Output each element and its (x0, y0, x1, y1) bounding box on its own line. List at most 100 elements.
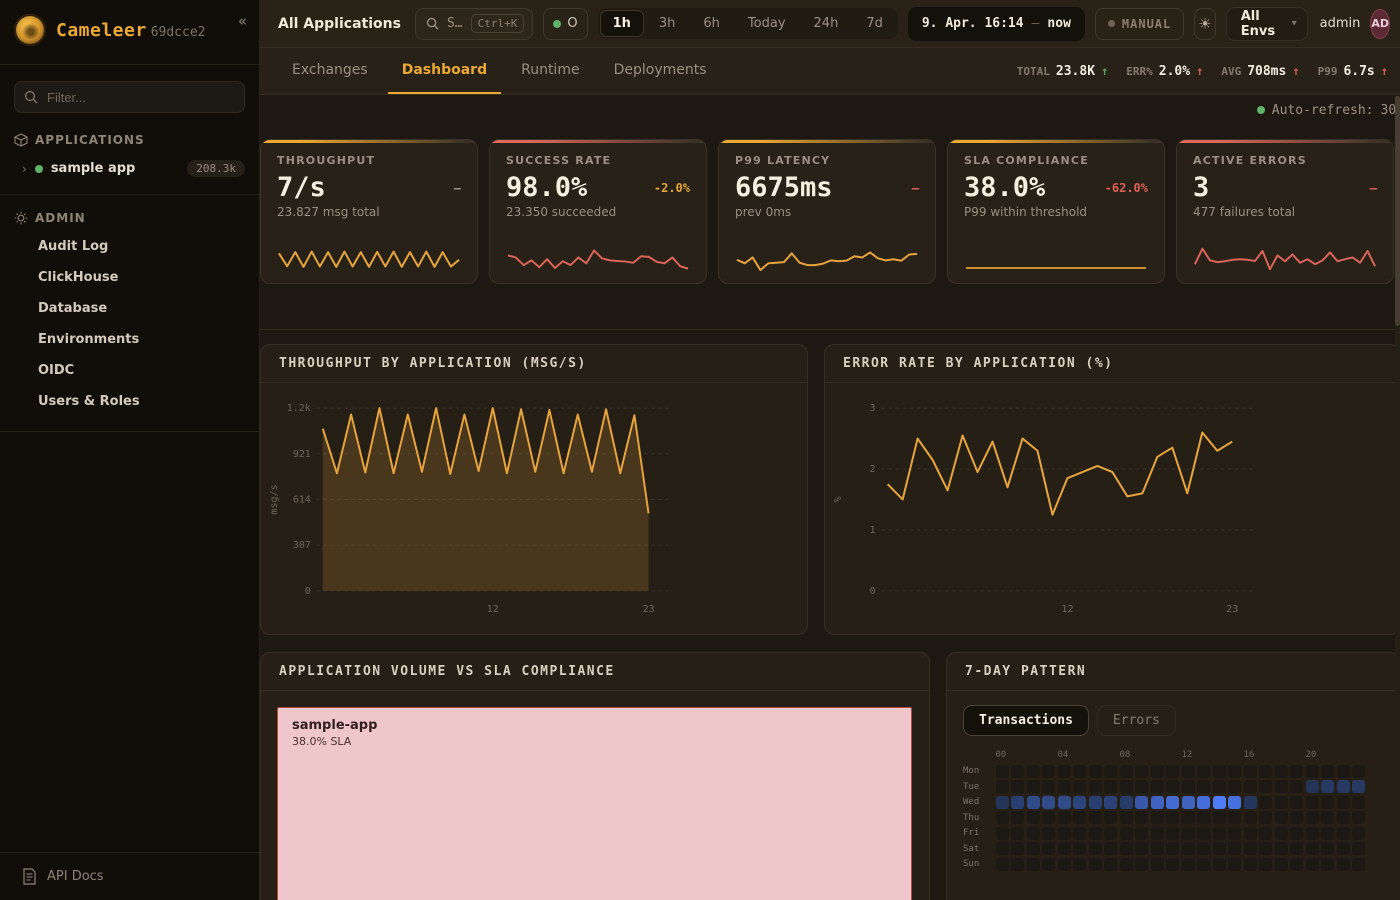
time-range-today[interactable]: Today (747, 16, 786, 31)
heatmap-cell (1181, 842, 1195, 855)
heatmap-cell (1228, 842, 1241, 855)
heatmap-cell (1166, 780, 1179, 793)
applications-section-header: APPLICATIONS (0, 121, 259, 153)
environment-select[interactable]: All Envs ▾ (1225, 6, 1308, 41)
filter-input[interactable] (14, 81, 245, 113)
time-range-7d[interactable]: 7d (866, 16, 883, 31)
pattern-tab-transactions[interactable]: Transactions (963, 705, 1089, 736)
heatmap-cell (1073, 795, 1086, 809)
scrollbar-thumb[interactable] (1395, 96, 1400, 326)
heatmap-cell (1290, 780, 1303, 793)
sidebar-item-api-docs[interactable]: API Docs (0, 852, 259, 900)
heatmap-cell (1042, 795, 1055, 809)
svg-text:614: 614 (293, 494, 311, 505)
treemap-tile-sublabel: 38.0% SLA (292, 735, 352, 748)
sidebar-item-audit-log[interactable]: Audit Log (38, 239, 109, 254)
heatmap-hour-label (1011, 750, 1024, 762)
global-search-button[interactable]: S… Ctrl+K (414, 7, 534, 40)
time-range-24h[interactable]: 24h (813, 16, 839, 31)
time-range-6h[interactable]: 6h (703, 16, 720, 31)
heatmap-cell (995, 826, 1009, 840)
kpi-value: 38.0% (964, 172, 1046, 203)
heatmap-cell (1166, 795, 1179, 809)
sparkline (506, 237, 690, 275)
heatmap-hour-label (1213, 750, 1226, 762)
heatmap-cell (1212, 780, 1226, 793)
tab-exchanges[interactable]: Exchanges (292, 62, 368, 78)
avatar[interactable]: AD (1370, 8, 1390, 39)
cameleer-logo-icon (14, 14, 46, 46)
kpi-card-p99-latency: P99 LATENCY 6675ms – prev 0ms (718, 139, 936, 284)
heatmap-cell (1150, 811, 1164, 824)
heatmap-cell (1119, 811, 1133, 824)
heatmap-cell (1228, 780, 1241, 793)
heatmap-cell (1321, 857, 1334, 871)
heatmap-cell (1352, 795, 1365, 809)
heatmap-cell (1119, 842, 1133, 855)
heatmap-cell (1042, 811, 1055, 824)
heatmap-cell (1290, 826, 1303, 840)
sidebar-item-users-roles[interactable]: Users & Roles (38, 394, 140, 409)
brand-row: Cameleer 69dcce2 « (0, 0, 259, 60)
heatmap-cell (1073, 826, 1086, 840)
tab-bar: Exchanges Dashboard Runtime Deployments TOT… (260, 48, 1400, 95)
throughput-panel: THROUGHPUT BY APPLICATION (MSG/S) 0 307 61… (260, 344, 808, 635)
vertical-scrollbar[interactable] (1395, 96, 1400, 900)
divider (0, 194, 259, 195)
heatmap-cell (1305, 811, 1319, 824)
sidebar-item-environments[interactable]: Environments (38, 332, 140, 347)
kpi-label: THROUGHPUT (277, 154, 376, 167)
time-range-segmented-control: 1h 3h 6h Today 24h 7d (597, 8, 898, 39)
stat-value: 708ms (1247, 63, 1287, 79)
kpi-accent-bar (719, 140, 935, 143)
manual-mode-button[interactable]: MANUAL (1094, 7, 1185, 40)
heatmap-day-label: Mon (963, 766, 980, 776)
sidebar-item-oidc[interactable]: OIDC (38, 363, 75, 378)
kpi-card-sla-compliance: SLA COMPLIANCE 38.0% -62.0% P99 within thre… (947, 139, 1165, 284)
heatmap-cell (1073, 811, 1086, 824)
tab-dashboard[interactable]: Dashboard (387, 48, 502, 94)
kpi-card-throughput: THROUGHPUT 7/s – 23.827 msg total (260, 139, 478, 284)
heatmap-cell (1352, 826, 1365, 840)
tab-deployments[interactable]: Deployments (613, 62, 707, 78)
sidebar-item-sample-app[interactable]: › sample app 208.3k (0, 153, 259, 184)
kpi-subtext: prev 0ms (735, 205, 792, 219)
kpi-label: P99 LATENCY (735, 154, 831, 167)
heatmap-grid: 00 04 08 12 16 20 Mon Tue Wed Thu Fri Sat Sun (963, 750, 1383, 871)
sidebar-item-database[interactable]: Database (38, 301, 108, 316)
heatmap-cell (995, 811, 1009, 824)
date-range-display[interactable]: 9. Apr. 16:14 – now (907, 6, 1085, 41)
time-range-1h[interactable]: 1h (599, 10, 644, 37)
heatmap-cell (1228, 826, 1241, 840)
heatmap-cell (1011, 764, 1024, 778)
heatmap-cell (1057, 857, 1071, 871)
treemap-tile-sample-app[interactable]: sample-app 38.0% SLA (277, 707, 912, 900)
heatmap-cell (1011, 780, 1024, 793)
sidebar-item-clickhouse[interactable]: ClickHouse (38, 270, 119, 285)
stat-label: P99 (1317, 64, 1338, 78)
kpi-label: SUCCESS RATE (506, 154, 612, 167)
heatmap-cell (1104, 795, 1117, 809)
heatmap-cell (1088, 795, 1102, 809)
kpi-sparkline-wrap (735, 237, 919, 275)
pattern-heatmap: 00 04 08 12 16 20 Mon Tue Wed Thu Fri Sat Sun (963, 750, 1383, 871)
live-toggle-button[interactable]: O (543, 7, 588, 40)
stat-label: AVG (1221, 64, 1242, 78)
tab-runtime[interactable]: Runtime (521, 62, 580, 78)
time-range-3h[interactable]: 3h (658, 16, 676, 31)
heatmap-cell (1166, 826, 1179, 840)
theme-toggle-button[interactable]: ☀ (1194, 7, 1216, 40)
gear-icon (14, 211, 28, 225)
heatmap-cell (1336, 857, 1350, 871)
sidebar-collapse-icon[interactable]: « (237, 12, 247, 30)
panel-title: ERROR RATE BY APPLICATION (%) (843, 356, 1114, 371)
environment-select-value: All Envs (1240, 8, 1276, 39)
heatmap-cell (1104, 842, 1117, 855)
heatmap-cell (1181, 795, 1195, 809)
kpi-subtext: 477 failures total (1193, 205, 1296, 219)
heatmap-hour-label (1259, 750, 1272, 762)
heatmap-cell (1104, 826, 1117, 840)
heatmap-cell (1135, 795, 1148, 809)
pattern-tab-errors[interactable]: Errors (1096, 705, 1176, 736)
